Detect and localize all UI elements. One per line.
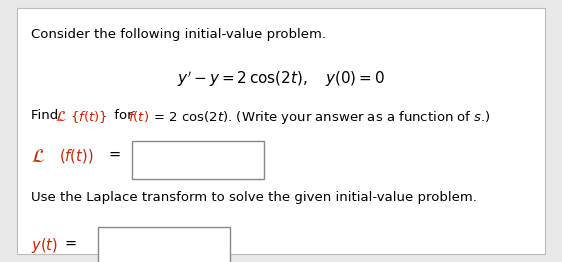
Text: Use the Laplace transform to solve the given initial-value problem.: Use the Laplace transform to solve the g… <box>31 191 477 204</box>
Text: $\mathcal{L}$: $\mathcal{L}$ <box>55 109 67 124</box>
FancyBboxPatch shape <box>132 141 264 179</box>
Text: for: for <box>110 109 137 122</box>
Text: =: = <box>108 147 121 162</box>
Text: $\mathcal{L}$: $\mathcal{L}$ <box>31 147 45 166</box>
Text: =: = <box>65 236 77 251</box>
FancyBboxPatch shape <box>17 8 545 254</box>
Text: = 2 cos(2$t$). (Write your answer as a function of $s$.): = 2 cos(2$t$). (Write your answer as a f… <box>149 109 491 126</box>
FancyBboxPatch shape <box>98 227 230 262</box>
Text: Consider the following initial-value problem.: Consider the following initial-value pro… <box>31 28 326 41</box>
Text: $\{f(t)\}$: $\{f(t)\}$ <box>70 109 108 125</box>
Text: $y(t)$: $y(t)$ <box>31 236 58 255</box>
Text: $y' - y = 2\,\mathrm{cos}(2t),\quad y(0) = 0$: $y' - y = 2\,\mathrm{cos}(2t),\quad y(0)… <box>177 69 385 89</box>
Text: Find: Find <box>31 109 62 122</box>
Text: $(f(t))$: $(f(t))$ <box>59 147 93 165</box>
Text: $f(t)$: $f(t)$ <box>128 109 149 124</box>
